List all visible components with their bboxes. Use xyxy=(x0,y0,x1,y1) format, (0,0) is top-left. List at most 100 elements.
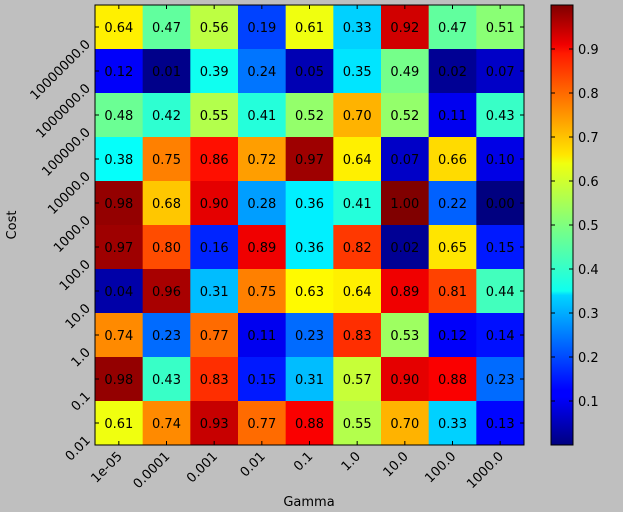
heatmap-cell xyxy=(190,49,239,94)
cell-value-label: 0.77 xyxy=(200,329,229,344)
heatmap-cell xyxy=(381,181,430,226)
y-tick-label: 0.1 xyxy=(69,389,94,414)
heatmap-cell xyxy=(95,181,144,226)
heatmap-cell xyxy=(285,313,334,358)
heatmap-cell xyxy=(238,401,287,446)
heatmap-cell xyxy=(238,225,287,270)
cell-value-label: 0.90 xyxy=(200,197,229,212)
heatmap-cell xyxy=(238,49,287,94)
cell-value-label: 0.55 xyxy=(343,417,372,432)
heatmap-cell xyxy=(190,93,239,138)
heatmap-cell xyxy=(333,49,382,94)
cell-value-label: 0.31 xyxy=(200,285,229,300)
cell-value-label: 0.82 xyxy=(343,241,372,256)
heatmap-cell xyxy=(95,137,144,182)
cell-value-label: 0.15 xyxy=(247,373,276,388)
heatmap-cell xyxy=(428,401,477,446)
cell-value-label: 0.23 xyxy=(295,329,324,344)
cell-value-label: 0.07 xyxy=(390,153,419,168)
heatmap-cell xyxy=(142,5,191,50)
heatmap-cell xyxy=(381,49,430,94)
heatmap-cell xyxy=(95,5,144,50)
cell-value-label: 0.02 xyxy=(390,241,419,256)
heatmap-cell xyxy=(428,5,477,50)
cell-value-label: 0.88 xyxy=(438,373,467,388)
heatmap-cell xyxy=(95,49,144,94)
cell-value-label: 0.36 xyxy=(295,197,324,212)
heatmap-cell xyxy=(142,269,191,314)
cell-value-label: 0.41 xyxy=(343,197,372,212)
x-axis-label: Gamma xyxy=(283,495,334,510)
y-axis-label: Cost xyxy=(5,211,20,240)
cell-value-label: 0.90 xyxy=(390,373,419,388)
cell-value-label: 0.52 xyxy=(295,109,324,124)
cell-value-label: 0.97 xyxy=(295,153,324,168)
cell-value-label: 0.92 xyxy=(390,21,419,36)
heatmap-cell xyxy=(95,401,144,446)
heatmap-cell xyxy=(285,93,334,138)
heatmap-cell xyxy=(333,137,382,182)
cell-value-label: 0.43 xyxy=(152,373,181,388)
cell-value-label: 0.75 xyxy=(152,153,181,168)
heatmap-cell xyxy=(285,49,334,94)
heatmap-cell xyxy=(476,181,525,226)
cell-value-label: 0.57 xyxy=(343,373,372,388)
heatmap-cell xyxy=(333,269,382,314)
cell-value-label: 0.28 xyxy=(247,197,276,212)
colorbar-tick-label: 0.4 xyxy=(578,263,599,278)
cell-value-label: 0.70 xyxy=(343,109,372,124)
heatmap-cell xyxy=(476,5,525,50)
cell-value-label: 0.88 xyxy=(295,417,324,432)
heatmap-cell xyxy=(333,401,382,446)
heatmap-cell xyxy=(190,137,239,182)
cell-value-label: 0.05 xyxy=(295,65,324,80)
cell-value-label: 0.93 xyxy=(200,417,229,432)
heatmap-cell xyxy=(238,357,287,402)
heatmap-cell xyxy=(428,49,477,94)
cell-value-label: 0.98 xyxy=(104,197,133,212)
cell-value-label: 0.01 xyxy=(152,65,181,80)
cell-value-label: 0.56 xyxy=(200,21,229,36)
heatmap-cells xyxy=(95,5,525,446)
cell-value-label: 1.00 xyxy=(390,197,419,212)
cell-value-label: 0.15 xyxy=(486,241,515,256)
heatmap-cell xyxy=(333,225,382,270)
cell-value-label: 0.23 xyxy=(486,373,515,388)
heatmap-cell xyxy=(333,5,382,50)
heatmap-cell xyxy=(190,225,239,270)
heatmap-cell xyxy=(285,357,334,402)
colorbar: 0.1 0.2 0.3 0.4 0.5 0.6 0.7 0.8 0.9 xyxy=(550,4,599,446)
cell-value-label: 0.12 xyxy=(104,65,133,80)
heatmap-cell xyxy=(428,313,477,358)
cell-value-label: 0.12 xyxy=(438,329,467,344)
cell-value-label: 0.98 xyxy=(104,373,133,388)
cell-value-label: 0.11 xyxy=(247,329,276,344)
heatmap-cell xyxy=(428,269,477,314)
cell-value-label: 0.41 xyxy=(247,109,276,124)
x-tick-label: 100.0 xyxy=(422,449,459,486)
cell-value-label: 0.38 xyxy=(104,153,133,168)
heatmap-cell xyxy=(428,93,477,138)
cell-value-label: 0.22 xyxy=(438,197,467,212)
cell-value-label: 0.42 xyxy=(152,109,181,124)
cell-value-label: 0.04 xyxy=(104,285,133,300)
cell-value-label: 0.51 xyxy=(486,21,515,36)
heatmap-cell xyxy=(333,181,382,226)
cell-value-label: 0.64 xyxy=(343,285,372,300)
cell-value-label: 0.02 xyxy=(438,65,467,80)
heatmap-cell xyxy=(285,401,334,446)
heatmap-cell xyxy=(285,269,334,314)
cell-value-label: 0.19 xyxy=(247,21,276,36)
cell-value-label: 0.65 xyxy=(438,241,467,256)
colorbar-tick-label: 0.6 xyxy=(578,175,599,190)
x-tick-label: 1e-05 xyxy=(89,449,126,486)
heatmap-cell xyxy=(333,357,382,402)
cell-value-label: 0.83 xyxy=(343,329,372,344)
cell-value-label: 0.11 xyxy=(438,109,467,124)
y-tick-label: 10.0 xyxy=(63,301,94,332)
cell-value-label: 0.61 xyxy=(104,417,133,432)
cell-value-label: 0.13 xyxy=(486,417,515,432)
cell-value-label: 0.61 xyxy=(295,21,324,36)
heatmap-cell xyxy=(95,357,144,402)
